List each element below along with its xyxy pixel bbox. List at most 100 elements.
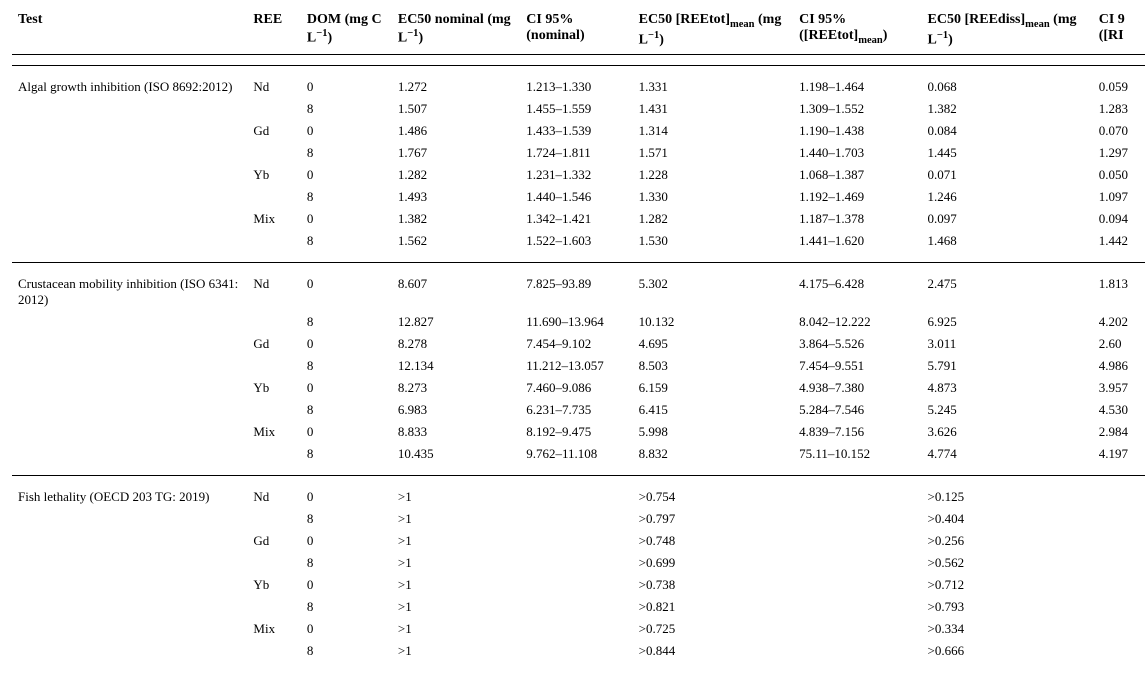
table-row: Yb08.2737.460–9.0866.1594.938–7.3804.873… <box>12 377 1145 399</box>
table-row: Algal growth inhibition (ISO 8692:2012)N… <box>12 76 1145 98</box>
col-header-dom: DOM (mg C L−1) <box>301 12 392 55</box>
cell-ci95tot: 5.284–7.546 <box>793 399 921 421</box>
cell-ec50n: >1 <box>392 508 520 530</box>
cell-ci95tot <box>793 574 921 596</box>
cell-ec50diss: 0.097 <box>922 208 1093 230</box>
cell-ree: Yb <box>247 164 301 186</box>
cell-ree: Mix <box>247 421 301 443</box>
table-row: 81.4931.440–1.5461.3301.192–1.4691.2461.… <box>12 186 1145 208</box>
cell-ci95n: 1.342–1.421 <box>520 208 632 230</box>
cell-ec50diss: 6.925 <box>922 311 1093 333</box>
cell-ree: Yb <box>247 377 301 399</box>
col-header-test: Test <box>12 12 247 55</box>
cell-ci95tot: 1.068–1.387 <box>793 164 921 186</box>
cell-ec50tot: 5.998 <box>633 421 794 443</box>
cell-ci95diss: 0.050 <box>1093 164 1145 186</box>
cell-ci95diss: 1.097 <box>1093 186 1145 208</box>
cell-dom: 0 <box>301 530 392 552</box>
cell-ree <box>247 399 301 421</box>
cell-ci95n: 11.212–13.057 <box>520 355 632 377</box>
cell-ec50diss: >0.562 <box>922 552 1093 574</box>
cell-dom: 0 <box>301 574 392 596</box>
cell-ec50n: 6.983 <box>392 399 520 421</box>
cell-ec50n: 1.767 <box>392 142 520 164</box>
cell-ec50n: >1 <box>392 574 520 596</box>
cell-test <box>12 399 247 421</box>
cell-ci95diss: 4.530 <box>1093 399 1145 421</box>
cell-ec50tot: 1.228 <box>633 164 794 186</box>
cell-dom: 0 <box>301 273 392 311</box>
cell-test: Crustacean mobility inhibition (ISO 6341… <box>12 273 247 311</box>
cell-ci95diss: 3.957 <box>1093 377 1145 399</box>
cell-ci95n <box>520 640 632 662</box>
cell-ec50diss: 0.084 <box>922 120 1093 142</box>
table-row: 81.5071.455–1.5591.4311.309–1.5521.3821.… <box>12 98 1145 120</box>
cell-ec50diss: 0.071 <box>922 164 1093 186</box>
cell-ec50diss: >0.666 <box>922 640 1093 662</box>
cell-ci95tot: 1.309–1.552 <box>793 98 921 120</box>
table-row: 81.7671.724–1.8111.5711.440–1.7031.4451.… <box>12 142 1145 164</box>
cell-ec50diss: 5.245 <box>922 399 1093 421</box>
cell-test <box>12 120 247 142</box>
col-header-ec50diss: EC50 [REEdiss]mean (mg L−1) <box>922 12 1093 55</box>
cell-test <box>12 208 247 230</box>
cell-ci95n: 7.454–9.102 <box>520 333 632 355</box>
cell-ec50n: 8.278 <box>392 333 520 355</box>
cell-ci95tot: 7.454–9.551 <box>793 355 921 377</box>
cell-ec50diss: 1.445 <box>922 142 1093 164</box>
cell-ec50diss: 1.468 <box>922 230 1093 252</box>
cell-ec50n: 8.833 <box>392 421 520 443</box>
table-row: 86.9836.231–7.7356.4155.284–7.5465.2454.… <box>12 399 1145 421</box>
table-header: TestREEDOM (mg C L−1)EC50 nominal (mg L−… <box>12 12 1145 55</box>
table-row: 8>1>0.699>0.562 <box>12 552 1145 574</box>
cell-ci95n <box>520 618 632 640</box>
cell-test <box>12 355 247 377</box>
cell-ec50diss: >0.125 <box>922 486 1093 508</box>
cell-ec50n: 8.273 <box>392 377 520 399</box>
cell-ec50tot: 1.330 <box>633 186 794 208</box>
cell-dom: 8 <box>301 98 392 120</box>
cell-ree <box>247 508 301 530</box>
cell-ec50diss: 1.382 <box>922 98 1093 120</box>
cell-ec50diss: 2.475 <box>922 273 1093 311</box>
cell-test <box>12 574 247 596</box>
cell-ci95tot <box>793 508 921 530</box>
cell-ree: Nd <box>247 76 301 98</box>
cell-ec50tot: 8.832 <box>633 443 794 465</box>
cell-ci95n <box>520 508 632 530</box>
cell-ree: Nd <box>247 486 301 508</box>
cell-ree <box>247 596 301 618</box>
cell-ec50diss: 4.774 <box>922 443 1093 465</box>
cell-ci95tot: 1.190–1.438 <box>793 120 921 142</box>
cell-ec50tot: >0.699 <box>633 552 794 574</box>
cell-ec50n: 12.134 <box>392 355 520 377</box>
cell-ec50diss: >0.793 <box>922 596 1093 618</box>
table-row: 8>1>0.844>0.666 <box>12 640 1145 662</box>
cell-dom: 8 <box>301 186 392 208</box>
cell-ec50tot: >0.725 <box>633 618 794 640</box>
cell-dom: 8 <box>301 552 392 574</box>
cell-dom: 0 <box>301 164 392 186</box>
cell-ec50n: >1 <box>392 596 520 618</box>
table-row: Gd0>1>0.748>0.256 <box>12 530 1145 552</box>
cell-ec50n: 1.272 <box>392 76 520 98</box>
cell-ci95diss <box>1093 486 1145 508</box>
cell-ci95tot <box>793 618 921 640</box>
cell-test <box>12 186 247 208</box>
cell-ec50tot: 1.314 <box>633 120 794 142</box>
cell-dom: 8 <box>301 311 392 333</box>
cell-ree: Yb <box>247 574 301 596</box>
cell-ci95diss: 1.297 <box>1093 142 1145 164</box>
cell-ci95diss <box>1093 618 1145 640</box>
cell-ec50tot: 1.530 <box>633 230 794 252</box>
cell-test <box>12 443 247 465</box>
table-row: Fish lethality (OECD 203 TG: 2019)Nd0>1>… <box>12 486 1145 508</box>
table-row: Mix01.3821.342–1.4211.2821.187–1.3780.09… <box>12 208 1145 230</box>
cell-ci95tot: 4.938–7.380 <box>793 377 921 399</box>
cell-ree: Gd <box>247 120 301 142</box>
col-header-ci95tot: CI 95% ([REEtot]mean) <box>793 12 921 55</box>
cell-dom: 0 <box>301 208 392 230</box>
cell-ci95n: 1.213–1.330 <box>520 76 632 98</box>
cell-test <box>12 98 247 120</box>
cell-ec50diss: 0.068 <box>922 76 1093 98</box>
